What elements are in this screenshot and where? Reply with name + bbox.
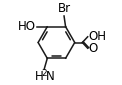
Text: HO: HO — [18, 20, 36, 33]
Text: O: O — [88, 42, 98, 55]
Text: H: H — [35, 70, 43, 83]
Text: N: N — [46, 70, 55, 83]
Text: OH: OH — [88, 30, 106, 43]
Text: Br: Br — [57, 2, 71, 15]
Text: 2: 2 — [42, 69, 47, 78]
